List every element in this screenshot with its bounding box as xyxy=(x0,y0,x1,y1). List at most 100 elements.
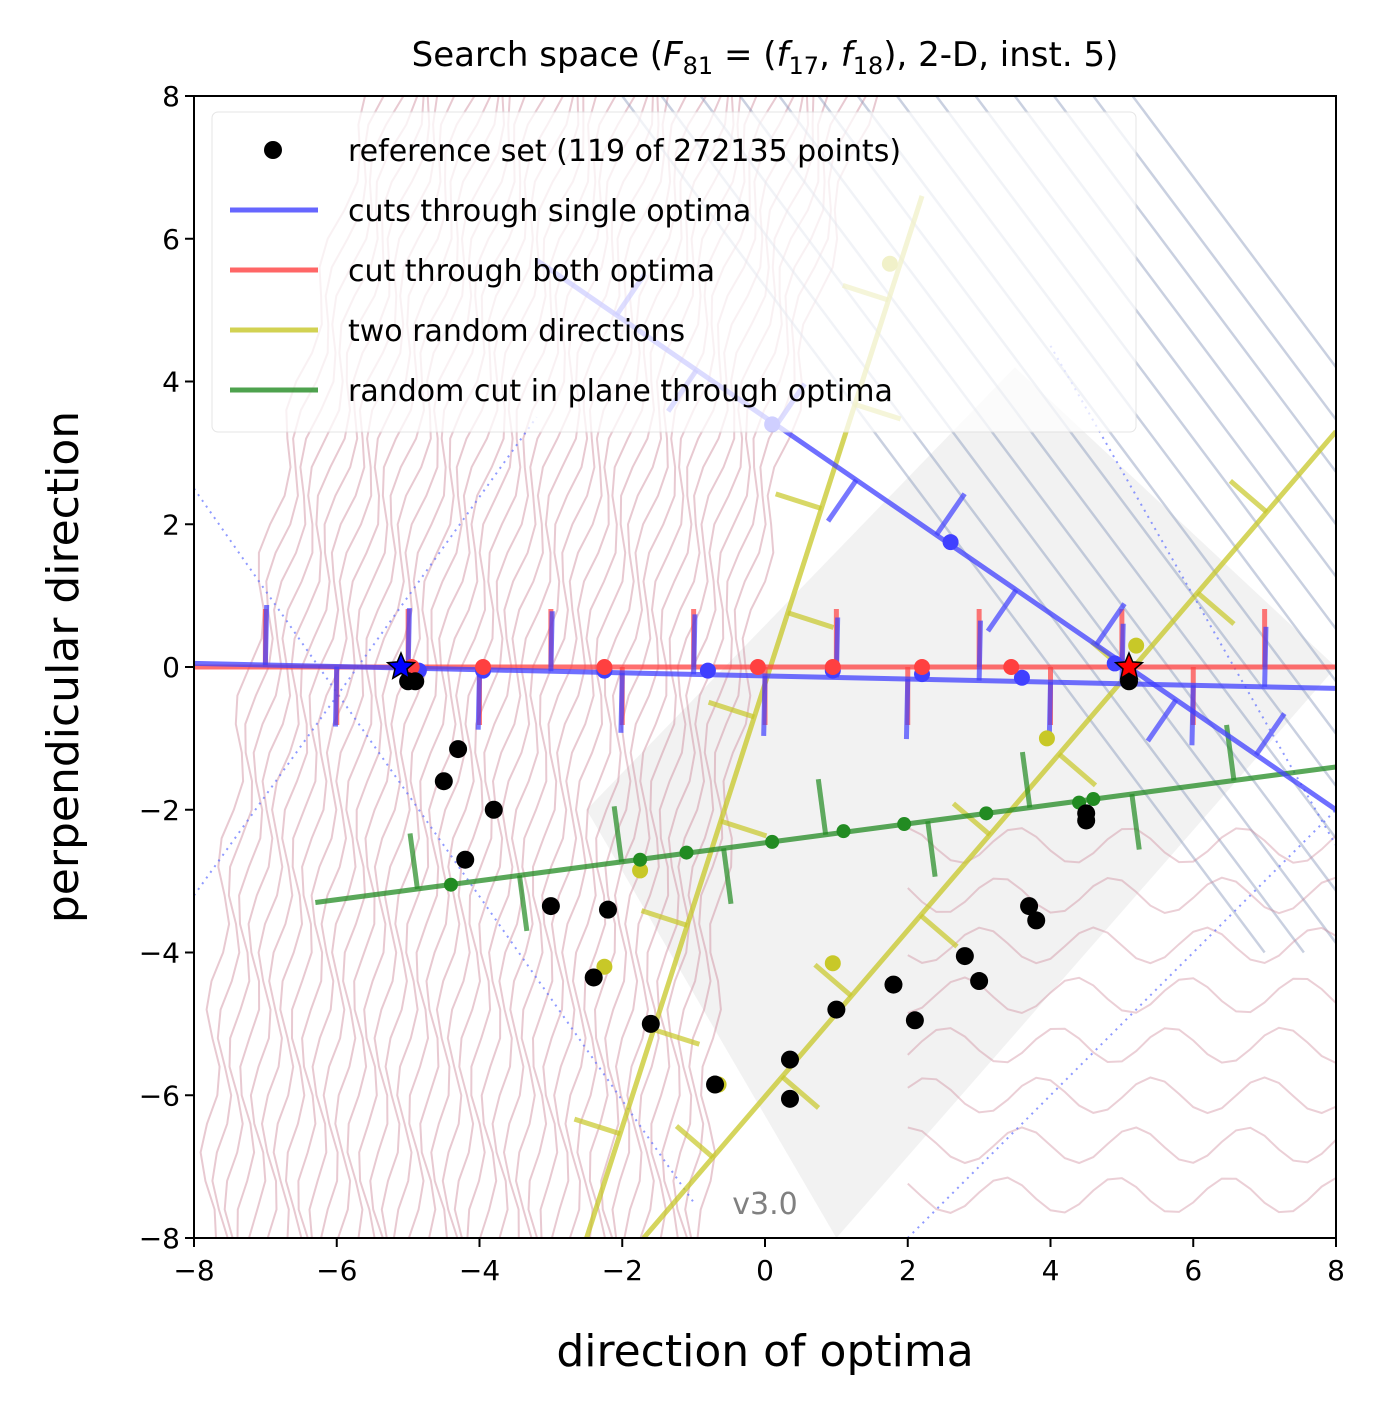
reference-point xyxy=(598,900,617,919)
reference-point xyxy=(449,740,468,759)
plane-cut-point xyxy=(897,817,912,832)
single-optima-tick xyxy=(405,608,412,669)
reference-point xyxy=(541,897,560,916)
reference-point xyxy=(484,800,503,819)
x-tick-label: 0 xyxy=(756,1254,774,1287)
single-optima-tick xyxy=(976,620,983,681)
reference-point xyxy=(780,1050,799,1069)
both-optima-point xyxy=(1003,659,1020,675)
single-optima-tick xyxy=(985,588,1019,633)
plane-cut-tick xyxy=(516,875,530,932)
random-direction-point xyxy=(1038,730,1055,747)
single-optima-point xyxy=(1106,655,1123,672)
reference-point xyxy=(456,850,475,869)
single-optima-tick xyxy=(332,666,340,727)
contour-line-f17 xyxy=(907,1176,1336,1214)
single-optima-point xyxy=(942,534,959,551)
single-optima-tick xyxy=(475,669,482,730)
single-optima-tick xyxy=(618,672,625,733)
random-direction-tick xyxy=(1228,478,1269,515)
random-direction-tick xyxy=(674,1124,715,1160)
single-optima-tick xyxy=(825,478,859,523)
random-direction-tick xyxy=(573,1116,621,1137)
reference-point xyxy=(1027,911,1046,930)
legend-marker xyxy=(264,141,282,159)
single-optima-point xyxy=(699,662,716,679)
plane-cut-point xyxy=(633,852,648,867)
plane-cut-point xyxy=(679,845,694,860)
random-direction-tick xyxy=(652,1027,701,1047)
plane-cut-point xyxy=(443,877,458,892)
contour-line-f17 xyxy=(907,826,1336,864)
reference-point xyxy=(884,975,903,994)
optimum-star xyxy=(1113,651,1145,680)
x-tick-label: −2 xyxy=(602,1254,643,1287)
random-direction-point xyxy=(824,955,841,972)
reference-point xyxy=(955,947,974,966)
plot-data-layer xyxy=(194,195,1336,1238)
x-tick-label: 8 xyxy=(1327,1254,1345,1287)
reference-point xyxy=(406,672,425,691)
y-tick-label: 4 xyxy=(162,366,180,399)
x-tick-label: 6 xyxy=(1184,1254,1202,1287)
single-optima-tick xyxy=(691,614,698,675)
random-direction-tick xyxy=(813,962,853,998)
reference-point xyxy=(780,1089,799,1108)
single-optima-tick xyxy=(761,675,768,736)
legend-label: cuts through single optima xyxy=(348,194,751,229)
single-optima-point xyxy=(1013,669,1030,686)
axis-ticks: −8 −6 −4 −2 0 2 4 6 8 −8 −6 −4 −2 0 2 4 6 8 xyxy=(139,80,1345,1287)
legend-box xyxy=(211,111,1137,433)
reference-point xyxy=(706,1075,725,1094)
legend-label: two random directions xyxy=(348,314,685,349)
both-optima-point xyxy=(596,659,613,675)
y-tick-label: 8 xyxy=(162,80,180,113)
single-optima-tick xyxy=(1145,698,1179,743)
both-optima-point xyxy=(824,659,841,675)
legend: reference set (119 of 272135 points) cuts… xyxy=(211,111,1137,433)
y-tick-label: −2 xyxy=(139,794,180,827)
plane-cut-point xyxy=(765,834,780,849)
plane-cut-tick xyxy=(925,820,938,878)
random-direction-point xyxy=(632,862,649,879)
random-direction-tick xyxy=(918,913,959,949)
version-watermark: v3.0 xyxy=(732,1187,797,1222)
contour-line-f17 xyxy=(907,1076,1336,1115)
guide-dotted-line xyxy=(907,809,1336,1238)
single-optima-tick xyxy=(934,492,967,537)
both-optima-point xyxy=(475,659,492,675)
plane-cut-point xyxy=(836,824,851,839)
plane-cut-tick xyxy=(721,847,734,905)
x-axis-title: direction of optima xyxy=(556,1326,973,1377)
random-direction-tick xyxy=(774,491,823,511)
single-optima-tick xyxy=(548,611,555,672)
single-optima-tick xyxy=(262,604,270,666)
legend-label: reference set (119 of 272135 points) xyxy=(348,134,901,169)
plane-cut-tick xyxy=(611,806,625,863)
reference-point xyxy=(905,1011,924,1030)
legend-label: random cut in plane through optima xyxy=(348,374,893,409)
x-tick-label: −4 xyxy=(459,1254,500,1287)
contour-line-f18 xyxy=(1131,96,1336,370)
random-direction-tick xyxy=(951,801,992,837)
reference-point xyxy=(434,772,453,791)
random-direction-point xyxy=(596,958,613,975)
reference-point xyxy=(584,968,603,987)
single-optima-tick xyxy=(903,678,911,740)
plane-cut-point xyxy=(1086,792,1101,807)
x-tick-label: −6 xyxy=(316,1254,357,1287)
contour-line-f17 xyxy=(907,1126,1336,1165)
y-tick-label: 6 xyxy=(162,223,180,256)
random-direction-tick xyxy=(780,1074,821,1110)
random-direction-tick xyxy=(787,610,835,630)
random-direction-point xyxy=(1128,637,1145,654)
y-axis-title: perpendicular direction xyxy=(38,411,89,923)
contour-line-f18 xyxy=(1092,96,1336,422)
single-optima-tick xyxy=(1262,626,1269,687)
both-optima-point xyxy=(914,659,931,675)
single-optima-tick xyxy=(1253,712,1287,757)
y-tick-label: 2 xyxy=(162,508,180,541)
guide-dotted-line xyxy=(194,487,695,1203)
contour-line-f17 xyxy=(907,876,1336,915)
